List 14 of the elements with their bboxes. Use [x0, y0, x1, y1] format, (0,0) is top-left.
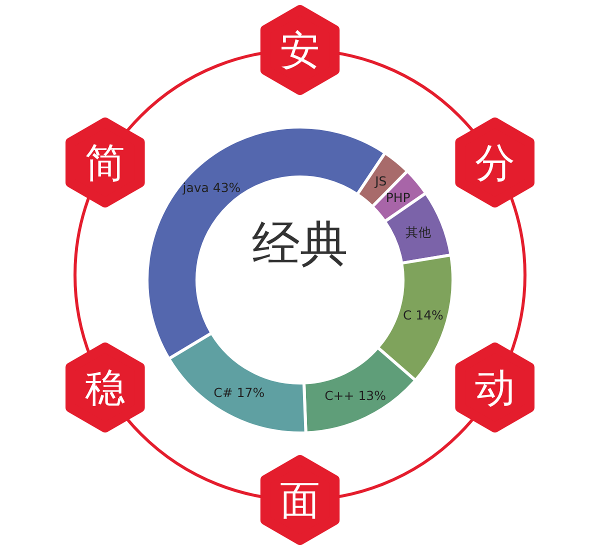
- text: 面: [280, 478, 320, 524]
- slice-label: java 43%: [182, 180, 241, 195]
- slice-label: C# 17%: [214, 385, 265, 400]
- slice-label: C 14%: [402, 307, 444, 322]
- text: 简: [85, 140, 126, 186]
- slice-label: C++ 13%: [324, 388, 386, 403]
- slice-label: 其他: [406, 224, 432, 240]
- slice-label: PHP: [386, 190, 411, 206]
- slice-label: JS: [374, 173, 387, 188]
- text: 经典: [252, 216, 348, 272]
- text: 稳: [85, 366, 126, 412]
- text: 分: [474, 140, 515, 186]
- text: 动: [474, 366, 515, 412]
- text: 安: [280, 28, 320, 74]
